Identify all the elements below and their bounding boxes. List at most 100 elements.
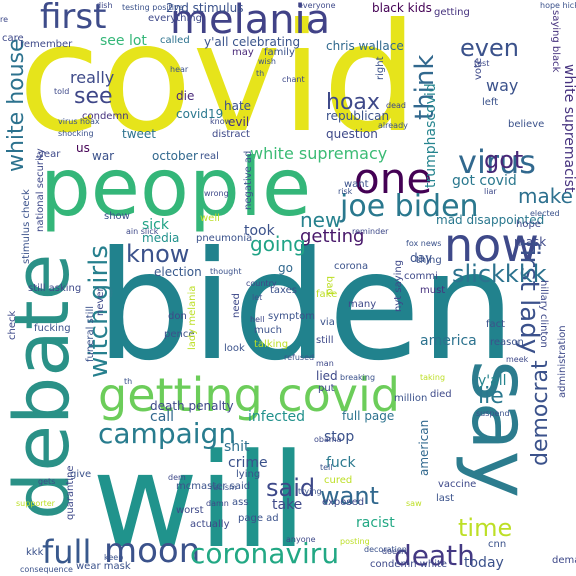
word-suspend: taking xyxy=(420,373,446,382)
word-quarantine: kkk xyxy=(26,547,44,558)
word-moon: moon xyxy=(104,531,201,571)
word-chris-wallace: chris wallace xyxy=(326,39,404,53)
word-posting: anyone xyxy=(286,535,316,544)
word-cnn: condemn white xyxy=(370,559,448,570)
word-kkk: vaccine xyxy=(438,479,477,490)
word-white-house: white house xyxy=(4,38,29,172)
word-know-2: virus hoax xyxy=(58,117,100,126)
word-one: one xyxy=(354,154,433,203)
word-symptom: symptom xyxy=(268,311,315,322)
word-lying: worst xyxy=(176,505,204,516)
word-fucking: still asking xyxy=(28,283,82,294)
word-hell: let xyxy=(252,293,263,302)
word-lady-melania: funeral still xyxy=(85,305,96,362)
word-keep: doesn xyxy=(382,547,407,556)
word-dish: testing positive xyxy=(122,3,184,12)
word-hate: hate xyxy=(224,99,252,113)
word-stimulus-check: check xyxy=(7,310,18,340)
word-elected: liar xyxy=(484,187,497,196)
word-democrat: democrat xyxy=(528,360,553,466)
word-liar: risk xyxy=(338,187,353,196)
word-want-2: man xyxy=(316,359,334,368)
word-last: demanding xyxy=(552,555,576,566)
word-wear-mask: exposed xyxy=(322,497,365,508)
word-getting-covid: getting covid xyxy=(98,368,400,422)
word-care: keep xyxy=(104,553,124,562)
word-trying: obama xyxy=(314,435,342,444)
word-mad-disappointed: mad disappointed xyxy=(436,213,545,227)
word-right: know xyxy=(210,117,232,126)
word-want: want xyxy=(320,482,379,510)
word-wrong: already xyxy=(378,121,408,130)
word-thing: thing xyxy=(416,255,442,266)
word-chant: wish xyxy=(258,57,277,66)
word-page-ad: actually xyxy=(190,519,230,530)
word-actually: give xyxy=(70,469,92,480)
word-rt: saw xyxy=(406,499,422,508)
word-dem: tell xyxy=(320,463,333,472)
word-show: show xyxy=(104,211,130,222)
word-obama: suspend xyxy=(476,409,510,418)
word-took: took xyxy=(244,223,275,239)
word-never: fucking xyxy=(34,323,71,334)
word-everything: everything xyxy=(148,13,202,24)
word-fuck: fuck xyxy=(326,455,356,471)
word-decoration: posting xyxy=(340,537,370,546)
word-doesn: decoration xyxy=(364,545,407,554)
word-october: october xyxy=(152,149,198,163)
word-hoax: hoax xyxy=(326,90,380,115)
word-going: going xyxy=(250,232,306,256)
word-tweet: tweet xyxy=(122,127,156,141)
word-gets: want xyxy=(344,179,369,190)
word-must: must xyxy=(420,285,446,296)
word-people: people xyxy=(40,141,312,234)
word-taking: meek xyxy=(506,355,529,364)
word-sick: sick xyxy=(142,217,169,233)
word-really: really xyxy=(70,68,115,87)
word-shit: shit xyxy=(224,439,250,455)
word-death-penalty: death penalty xyxy=(150,399,234,413)
word-hear: chant xyxy=(282,75,305,84)
word-don: don xyxy=(168,311,187,322)
word-country: thought xyxy=(210,267,242,276)
word-give: put xyxy=(318,383,335,394)
word-corona: corona xyxy=(334,261,369,272)
word-even: even xyxy=(460,34,519,62)
word-will: will xyxy=(92,425,307,576)
word-black-kids: black kids xyxy=(372,1,432,15)
word-white-supremacist: white supremacist xyxy=(561,64,576,193)
word-covid19: covid19 xyxy=(176,107,224,121)
word-white-supremacy: white supremacy xyxy=(250,144,388,163)
word-crime: crime xyxy=(228,455,268,471)
word-negative-ad: lady melania xyxy=(187,285,198,350)
word-saying-black: saying black xyxy=(550,10,561,73)
word-today: today xyxy=(464,555,504,571)
word-saw: th xyxy=(124,377,133,386)
word-th-2: re xyxy=(0,15,9,24)
word-know: know xyxy=(126,240,190,268)
word-hope-hicks: test xyxy=(474,59,490,68)
word-make: make xyxy=(518,184,573,208)
word-pence: pence xyxy=(164,329,195,340)
word-election: election xyxy=(154,265,202,279)
word-way: way xyxy=(486,76,519,95)
word-hope: hope xyxy=(516,219,541,230)
word-look: look xyxy=(224,343,245,354)
word-hillary-clinton: hillary clinton xyxy=(538,280,549,348)
word-evil: evil xyxy=(228,115,250,129)
word-day: day xyxy=(410,251,433,265)
word-year: year xyxy=(38,149,61,160)
word-much: much xyxy=(254,325,282,336)
word-melania: melania xyxy=(170,0,331,43)
word-reason: reason xyxy=(490,337,524,348)
word-supporter: quarantine xyxy=(65,465,76,520)
word-getting-2: getting xyxy=(434,7,470,18)
word-th: care xyxy=(2,33,24,44)
word-refused: hell xyxy=(250,315,265,324)
word-vote: believe xyxy=(508,119,545,130)
word-dead: right xyxy=(375,56,386,81)
word-nyt-saying: nyt saying xyxy=(393,259,404,312)
word-test: left xyxy=(482,97,499,108)
word-meek: refused xyxy=(284,353,315,362)
